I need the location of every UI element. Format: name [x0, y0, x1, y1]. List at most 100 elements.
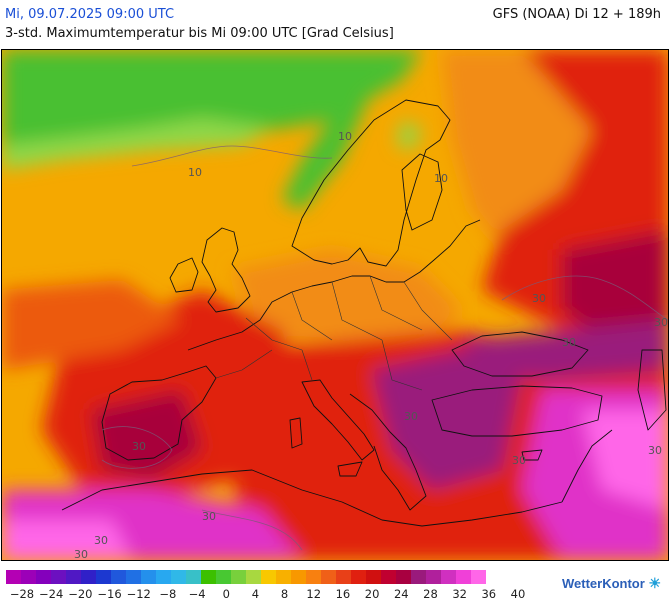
color-swatch [276, 570, 291, 584]
coast-turkey [431, 385, 603, 437]
contour-30-east [501, 275, 668, 321]
brand-logo: WetterKontor ☀ [562, 575, 661, 592]
contour-30-iberia [101, 426, 173, 469]
color-scale-bar [6, 570, 486, 584]
coast-ireland [169, 257, 199, 293]
color-swatch [411, 570, 426, 584]
contour-label: 30 [512, 454, 526, 467]
scale-label: −24 [39, 587, 64, 601]
coast-balkans [349, 393, 427, 511]
scale-label: 32 [452, 587, 467, 601]
color-swatch [216, 570, 231, 584]
coast-caspian [637, 349, 667, 431]
extreme-zone-far-sw [2, 520, 132, 560]
country-borders [61, 99, 667, 527]
coast-italy [301, 379, 375, 461]
scale-label: −12 [126, 587, 151, 601]
color-swatch [186, 570, 201, 584]
color-swatch [81, 570, 96, 584]
map-subtitle: 3-std. Maximumtemperatur bis Mi 09:00 UT… [5, 26, 394, 41]
color-swatch [36, 570, 51, 584]
scale-label: 20 [364, 587, 380, 601]
cold-zone-north-cape [397, 120, 422, 150]
coast-sicily [337, 461, 363, 477]
contour-label: 30 [132, 440, 146, 453]
coast-finland [401, 153, 443, 231]
cold-zone-atlantic [2, 50, 422, 150]
scale-label: −4 [188, 587, 206, 601]
color-swatch [111, 570, 126, 584]
color-swatch [201, 570, 216, 584]
color-swatch [141, 570, 156, 584]
temperature-map-svg: 10 10 10 30 30 30 30 30 30 30 30 30 30 3… [2, 50, 668, 560]
color-swatch [261, 570, 276, 584]
coast-sardinia [289, 417, 303, 449]
color-swatch [66, 570, 81, 584]
coast-north-africa [61, 469, 563, 527]
contour-label: 30 [74, 548, 88, 560]
color-swatch [171, 570, 186, 584]
model-run-label: GFS (NOAA) Di 12 + 189h [492, 7, 661, 22]
color-swatch [351, 570, 366, 584]
scale-label: −20 [68, 587, 93, 601]
scale-label: 28 [423, 587, 438, 601]
color-swatch [381, 570, 396, 584]
color-scale-labels: −28 −24 −20 −16 −12 −8 −4 0 4 8 12 16 20 24 28 32 36 40 [0, 587, 560, 601]
coast-iberia [101, 365, 217, 461]
scale-label: −8 [159, 587, 177, 601]
sun-cloud-icon: ☀ [648, 575, 661, 591]
contour-label: 30 [404, 410, 418, 423]
temperature-field [2, 50, 668, 560]
color-swatch [366, 570, 381, 584]
contour-10 [131, 145, 333, 167]
coast-levant [561, 429, 613, 503]
warm-zone-atlantic-coast [2, 280, 182, 370]
color-swatch [321, 570, 336, 584]
color-swatch [6, 570, 21, 584]
contour-label: 30 [648, 444, 662, 457]
scale-label: 0 [222, 587, 230, 601]
valid-date-label: Mi, 09.07.2025 09:00 UTC [5, 7, 175, 22]
scale-label: 8 [280, 587, 289, 601]
contour-labels: 10 10 10 30 30 30 30 30 30 30 30 30 30 3… [74, 130, 668, 560]
scale-label: −16 [97, 587, 122, 601]
color-swatch [426, 570, 441, 584]
scale-label: 4 [251, 587, 260, 601]
color-swatch [441, 570, 456, 584]
contour-label: 10 [188, 166, 202, 179]
contour-label: 30 [202, 510, 216, 523]
color-swatch [156, 570, 171, 584]
coast-black-sea [451, 331, 589, 377]
scale-label: 12 [306, 587, 322, 601]
color-swatch [21, 570, 36, 584]
scale-label: 16 [335, 587, 351, 601]
color-swatch [231, 570, 246, 584]
color-swatch [96, 570, 111, 584]
contour-label: 10 [338, 130, 352, 143]
contour-label: 30 [94, 534, 108, 547]
very-hot-zone-turkey [462, 320, 668, 380]
border-lines [215, 275, 453, 391]
color-swatch [396, 570, 411, 584]
scale-label: 24 [393, 587, 409, 601]
color-swatch [51, 570, 66, 584]
color-swatch [471, 570, 486, 584]
coast-great-britain [201, 227, 251, 313]
warm-zone-central [232, 250, 462, 350]
scale-label: 40 [510, 587, 526, 601]
contour-30-med [201, 509, 303, 551]
extreme-zone-arabia [582, 410, 668, 510]
contours [101, 145, 668, 551]
scale-label: 36 [481, 587, 497, 601]
scale-label: −28 [9, 587, 35, 601]
coast-cyprus [521, 449, 543, 461]
contour-label: 30 [562, 336, 576, 349]
color-swatch [291, 570, 306, 584]
color-swatch [126, 570, 141, 584]
temperature-map[interactable]: 10 10 10 30 30 30 30 30 30 30 30 30 30 3… [1, 49, 669, 561]
contour-label: 10 [434, 172, 448, 185]
color-swatch [306, 570, 321, 584]
contour-label: 30 [654, 316, 668, 329]
hot-zone-iberia [92, 390, 202, 480]
color-swatch [336, 570, 351, 584]
